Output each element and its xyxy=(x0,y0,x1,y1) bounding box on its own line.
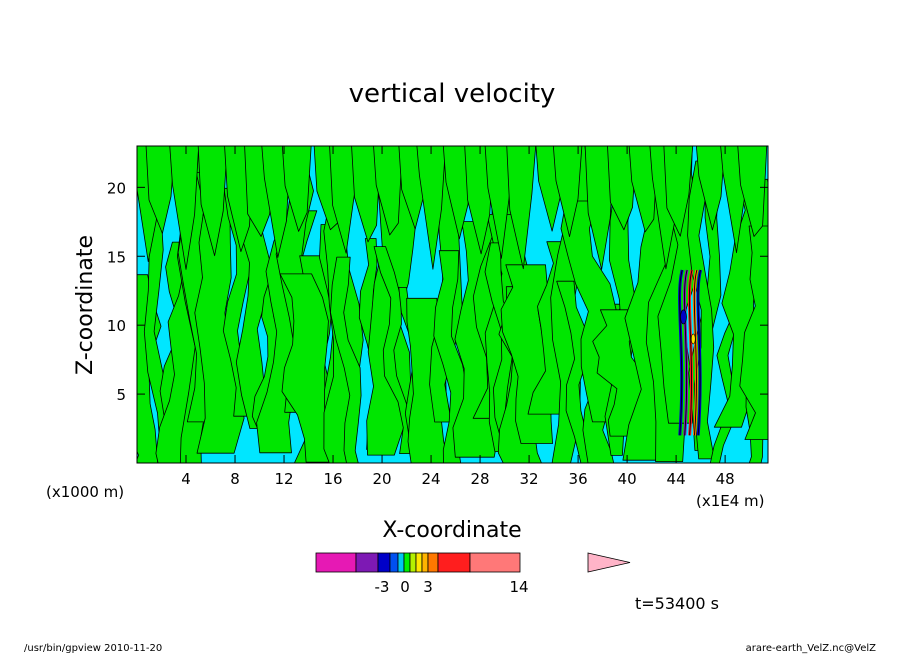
x-tick-label: 32 xyxy=(520,470,539,488)
velocity-field xyxy=(137,146,768,463)
colorbar-tick-label: 0 xyxy=(400,578,410,596)
colorbar-segment xyxy=(389,552,399,573)
positive-streak-top xyxy=(145,146,176,234)
y-tick-label: 10 xyxy=(107,317,126,335)
y-tick-label: 20 xyxy=(107,179,126,197)
y-tick-label: 15 xyxy=(107,248,126,266)
footer-left: /usr/bin/gpview 2010-11-20 xyxy=(24,643,162,654)
colorbar xyxy=(315,552,631,573)
x-tick-label: 20 xyxy=(373,470,392,488)
colorbar-segment xyxy=(315,552,357,573)
positive-streak-top xyxy=(442,146,473,240)
positive-streak-top xyxy=(373,146,403,236)
colorbar-segment xyxy=(415,552,423,573)
plot-area xyxy=(136,145,769,464)
x-tick-label: 28 xyxy=(471,470,490,488)
colorbar-tick-labels: -3 0 3 14 xyxy=(375,578,529,596)
storm-contour xyxy=(688,269,693,436)
time-label: t=53400 s xyxy=(635,594,719,613)
storm-contour xyxy=(684,269,688,436)
positive-streak-top xyxy=(416,146,446,270)
x-tick-label: 48 xyxy=(716,470,735,488)
x-unit-left: (x1000 m) xyxy=(46,483,124,501)
positive-streak-top xyxy=(695,146,726,231)
y-axis: 5 10 15 20 xyxy=(107,179,768,404)
positive-streak-top xyxy=(351,146,382,243)
colorbar-tick-label: 14 xyxy=(509,578,528,596)
updraft-spot xyxy=(690,333,696,345)
x-unit-right: (x1E4 m) xyxy=(696,492,765,510)
positive-streak-top xyxy=(169,146,200,270)
positive-streak-top xyxy=(552,146,583,237)
x-tick-label: 16 xyxy=(323,470,342,488)
x-axis: 4 8 12 16 20 24 28 32 36 40 44 48 xyxy=(181,146,735,488)
colorbar-segment xyxy=(409,552,417,573)
x-tick-label: 44 xyxy=(667,470,686,488)
colorbar-segment xyxy=(397,552,405,573)
colorbar-segment xyxy=(421,552,429,573)
downdraft-spot xyxy=(680,309,687,325)
positive-streak xyxy=(330,256,362,463)
positive-streak xyxy=(373,246,416,454)
colorbar-segment xyxy=(427,552,439,573)
colorbar-extend-arrow xyxy=(587,552,631,573)
positive-streak-top xyxy=(329,146,359,254)
colorbar-tick-label: 3 xyxy=(423,578,433,596)
colorbar-tick-label: -3 xyxy=(375,578,390,596)
x-tick-label: 8 xyxy=(230,470,240,488)
positive-streak-top xyxy=(737,146,768,237)
x-axis-label: X-coordinate xyxy=(382,518,521,543)
positive-streak xyxy=(739,225,768,440)
storm-contour xyxy=(679,269,683,436)
positive-streak-top xyxy=(607,146,637,231)
positive-streak-top xyxy=(197,146,228,257)
positive-streak-top xyxy=(584,146,615,270)
colorbar-segment xyxy=(469,552,521,573)
footer-right: arare-earth_VelZ.nc@VelZ xyxy=(746,643,877,654)
x-tick-label: 36 xyxy=(569,470,588,488)
positive-streak-top xyxy=(506,146,537,270)
positive-streak-top xyxy=(628,146,659,233)
colorbar-segment xyxy=(355,552,379,573)
positive-streak-top xyxy=(484,146,515,259)
colorbar-segment xyxy=(403,552,411,573)
positive-streak-top xyxy=(261,146,291,258)
positive-streak-top xyxy=(281,146,312,232)
y-tick-label: 5 xyxy=(116,386,126,404)
positive-streak-top xyxy=(663,146,694,237)
y-axis-label: Z-coordinate xyxy=(73,235,98,375)
plot-frame xyxy=(136,145,769,464)
x-tick-label: 24 xyxy=(422,470,441,488)
strong-updraft-region xyxy=(678,269,703,436)
x-tick-label: 4 xyxy=(181,470,191,488)
chart-title: vertical velocity xyxy=(349,79,556,109)
colorbar-segment xyxy=(437,552,471,573)
storm-contour xyxy=(697,269,702,436)
storm-contour xyxy=(693,269,698,436)
x-tick-label: 12 xyxy=(274,470,293,488)
x-tick-label: 40 xyxy=(618,470,637,488)
colorbar-segment xyxy=(377,552,391,573)
